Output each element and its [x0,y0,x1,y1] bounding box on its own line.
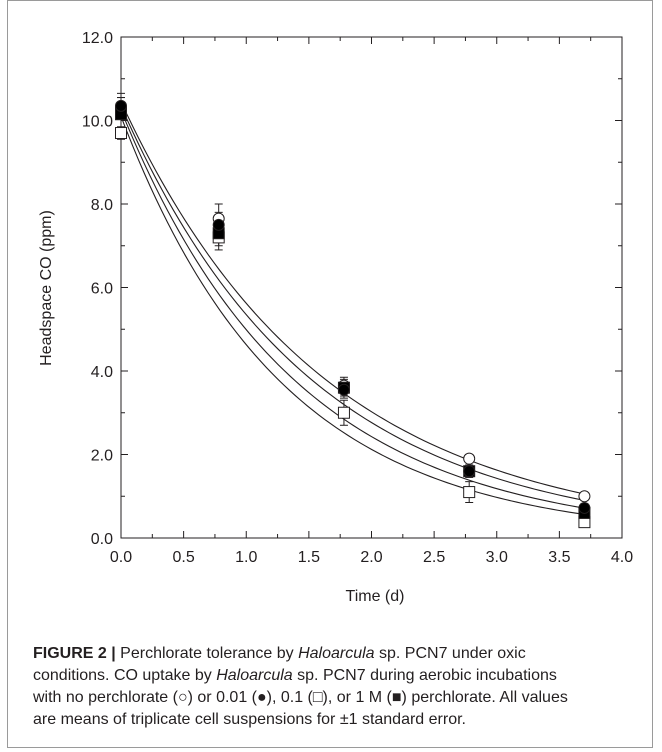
marker-filled-circle [578,501,591,514]
x-tick-label: 2.0 [360,549,382,566]
chart: 0.0 0.5 1.0 1.5 2.0 2.5 3.0 3.5 4.0 0.0 2.0 4.0 6.0 8… [38,30,633,605]
x-tick-label: 1.0 [235,549,257,566]
marker-open-circle [578,490,591,503]
x-tick-label: 2.5 [423,549,445,566]
y-tick-label: 0.0 [91,531,113,548]
marker-filled-circle [337,383,350,396]
fit-curve [120,116,588,516]
marker-open-circle [463,452,476,465]
y-tick-label: 8.0 [91,197,113,214]
marker-open-square [115,127,127,140]
caption-label: FIGURE 2 | [33,645,116,662]
x-axis-label: Time (d) [346,588,405,605]
y-tick-label: 12.0 [82,30,113,47]
figure-card: 0.0 0.5 1.0 1.5 2.0 2.5 3.0 3.5 4.0 0.0 2.0 4.0 6.0 8… [7,0,653,748]
data-markers [115,99,591,529]
error-bars [117,92,589,527]
marker-filled-circle [212,218,225,231]
marker-filled-circle [463,465,476,478]
fit-curve [120,101,588,496]
x-tick-label: 0.0 [110,549,132,566]
y-axis-label: Headspace CO (ppm) [38,210,55,366]
plot-area [120,36,623,539]
marker-open-square [337,406,350,419]
fit-curve [120,109,588,510]
caption-line-1: FIGURE 2 | Perchlorate tolerance by Halo… [33,645,526,662]
x-tick-label: 3.0 [486,549,508,566]
fit-curve [120,105,588,502]
marker-open-square [463,486,476,499]
caption-line-2: conditions. CO uptake by Haloarcula sp. … [33,667,557,684]
x-tick-label: 0.5 [173,549,195,566]
x-tick-label: 1.5 [298,549,320,566]
y-tick-label: 2.0 [91,448,113,465]
caption-line-4: are means of triplicate cell suspensions… [33,711,466,728]
plot-frame [120,36,623,539]
x-tick-label: 4.0 [611,549,633,566]
y-tick-label: 4.0 [91,364,113,381]
caption-line-3: with no perchlorate (○) or 0.01 (●), 0.1… [33,689,568,706]
axis-ticks: 0.0 0.5 1.0 1.5 2.0 2.5 3.0 3.5 4.0 0.0 2.0 4.0 6.0 8… [82,30,633,566]
x-tick-label: 3.5 [548,549,570,566]
y-tick-label: 6.0 [91,281,113,298]
marker-filled-circle [115,99,127,112]
y-tick-label: 10.0 [82,114,113,131]
figure-caption: FIGURE 2 | Perchlorate tolerance by Halo… [33,643,653,731]
fit-curves [120,101,588,516]
